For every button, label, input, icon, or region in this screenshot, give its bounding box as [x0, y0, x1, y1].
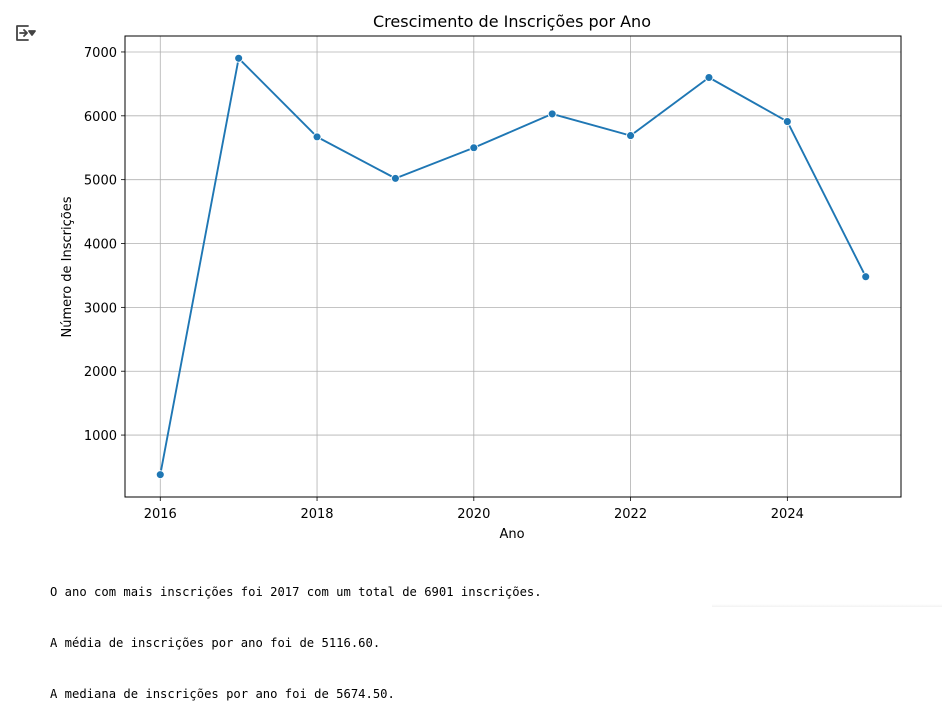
y-tick-label: 6000 — [84, 110, 117, 125]
data-point-2018 — [312, 132, 322, 142]
y-axis-label: Número de Inscrições — [60, 196, 75, 337]
data-point-2019 — [390, 173, 400, 183]
line-chart: Crescimento de Inscrições por Ano 2016 20… — [60, 12, 902, 542]
output-line-mean: A média de inscrições por ano foi de 511… — [50, 636, 381, 650]
y-tick-label: 2000 — [84, 365, 117, 380]
data-point-2022 — [626, 131, 636, 141]
grid-lines — [125, 36, 901, 497]
output-line-median: A mediana de inscrições por ano foi de 5… — [50, 687, 395, 701]
y-tick-label: 7000 — [84, 46, 117, 61]
series-polyline — [159, 57, 867, 475]
cell-output-text: O ano com mais inscrições foi 2017 com u… — [50, 550, 542, 720]
x-tick-label: 2024 — [771, 507, 804, 522]
x-tick-label: 2020 — [457, 507, 490, 522]
data-point-2021 — [547, 109, 557, 119]
data-point-2017 — [234, 53, 244, 63]
plot-area-frame — [124, 35, 902, 498]
x-tick-label: 2022 — [614, 507, 647, 522]
x-tick-label: 2018 — [300, 507, 333, 522]
output-scroll-shadow — [712, 604, 942, 607]
y-tick-label: 5000 — [84, 174, 117, 189]
chart-title: Crescimento de Inscrições por Ano — [373, 12, 651, 31]
y-tick-label: 1000 — [84, 429, 117, 444]
x-tick-label: 2016 — [144, 507, 177, 522]
data-point-2025 — [861, 272, 871, 282]
y-tick-label: 3000 — [84, 301, 117, 316]
data-point-2024 — [782, 117, 792, 127]
y-tick-label: 4000 — [84, 238, 117, 253]
output-line-max: O ano com mais inscrições foi 2017 com u… — [50, 585, 542, 599]
output-settings-icon[interactable] — [14, 22, 38, 44]
data-point-2016 — [155, 470, 165, 480]
data-point-2023 — [704, 73, 714, 82]
data-point-2020 — [469, 143, 479, 153]
axis-ticks: 2016 2018 2020 2022 2024 1000 2000 3000 4000 5000… — [84, 46, 804, 522]
x-axis-label: Ano — [499, 527, 524, 542]
series-line — [155, 53, 871, 480]
